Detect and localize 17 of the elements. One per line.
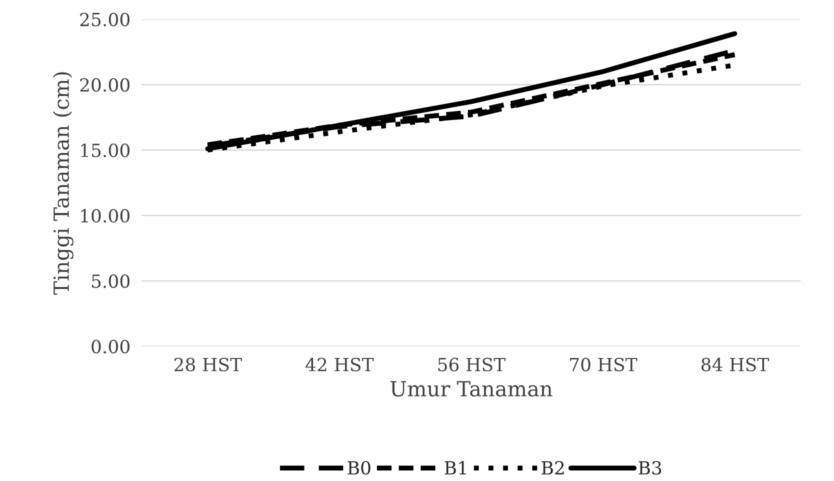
x-tick-label: 42 HST [306, 358, 374, 372]
x-axis-title: Umur Tanaman [390, 381, 552, 397]
legend-label: B2 [542, 461, 564, 474]
x-tick-label: 70 HST [570, 358, 638, 372]
x-tick-label: 28 HST [174, 358, 242, 372]
legend-label: B3 [638, 461, 662, 475]
x-tick-label: 56 HST [438, 358, 506, 372]
y-tick-label: 0.00 [92, 340, 130, 354]
y-tick-label: 10.00 [81, 208, 130, 223]
y-tick-label: 5.00 [92, 274, 130, 288]
legend-label: B0 [348, 461, 370, 475]
y-axis-title: Tinggi Tanaman (cm) [52, 72, 74, 295]
y-tick-label: 20.00 [80, 78, 130, 92]
y-tick-label: 15.00 [81, 144, 130, 158]
y-tick-label: 25.00 [80, 12, 130, 26]
legend-label: B1 [444, 461, 466, 474]
x-tick-label: 84 HST [702, 358, 770, 372]
